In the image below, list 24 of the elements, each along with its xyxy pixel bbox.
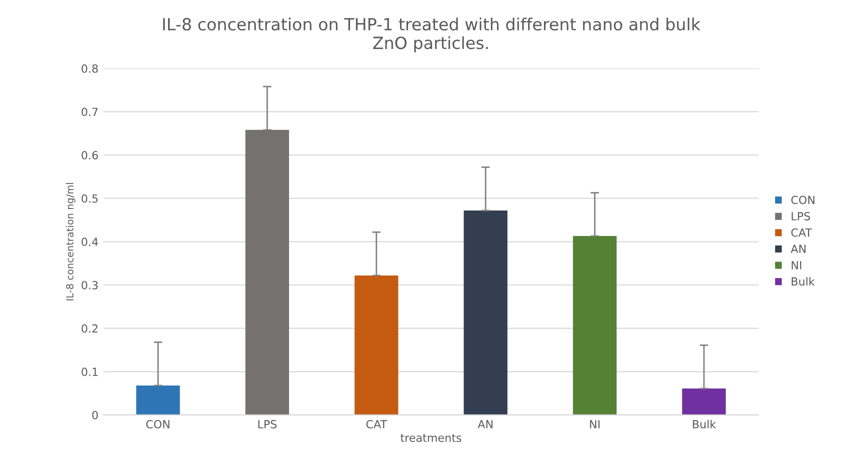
y-tick-label: 0.6 bbox=[82, 151, 98, 160]
legend-label: CON bbox=[791, 196, 814, 204]
x-tick-label: Bulk bbox=[692, 420, 716, 428]
y-tick-label: 0.4 bbox=[82, 238, 98, 246]
x-tick-label: NI bbox=[590, 420, 600, 428]
x-tick-label: CAT bbox=[366, 420, 388, 428]
x-axis-title: treatments bbox=[400, 434, 462, 442]
legend-label: LPS bbox=[792, 212, 810, 220]
x-tick-label: AN bbox=[478, 420, 492, 428]
legend-label: NI bbox=[792, 261, 802, 270]
y-axis-title: IL-8 concentration ng/ml bbox=[66, 183, 76, 300]
y-tick-label: 0.3 bbox=[82, 280, 98, 290]
y-tick-label: 0.5 bbox=[82, 194, 98, 203]
chart-title: IL-8 concentration on THP-1 treated with different nano and bulk ZnO particles. bbox=[163, 18, 700, 52]
x-tick-label: LPS bbox=[258, 420, 277, 428]
legend-label: Bulk bbox=[792, 277, 815, 286]
y-tick-label: 0.2 bbox=[82, 324, 98, 333]
legend-label: CAT bbox=[791, 228, 812, 237]
y-tick-label: 0.8 bbox=[82, 64, 98, 73]
legend-label: AN bbox=[790, 244, 806, 253]
y-tick-label: 0.7 bbox=[82, 108, 98, 116]
y-tick-label: 0 bbox=[92, 410, 98, 420]
y-tick-label: 0.1 bbox=[82, 368, 98, 376]
x-tick-label: CON bbox=[146, 420, 170, 428]
